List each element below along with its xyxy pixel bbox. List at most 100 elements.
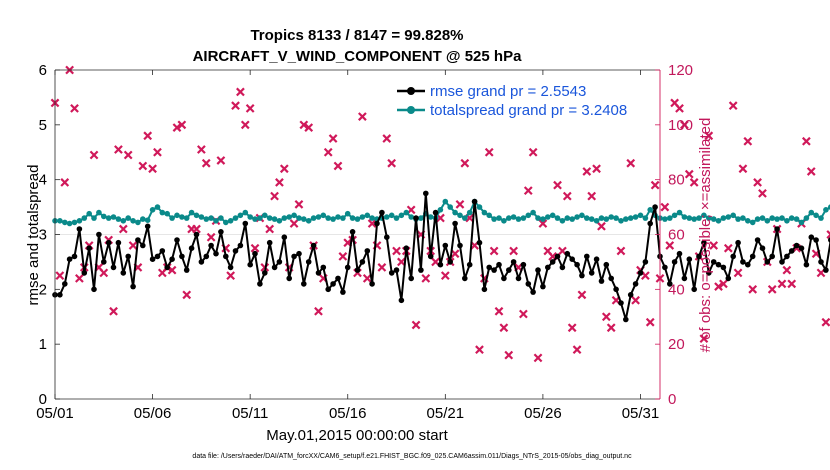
- rmse-point: [706, 270, 712, 276]
- totalspread-point: [559, 218, 566, 224]
- rmse-point: [759, 245, 766, 251]
- x-tick-label: 05/21: [427, 405, 465, 422]
- rmse-point: [637, 270, 644, 276]
- rmse-point: [476, 239, 483, 246]
- obs-point: [626, 158, 636, 168]
- obs-point: [367, 219, 377, 228]
- obs-point: [528, 147, 538, 157]
- obs-point: [421, 273, 431, 283]
- rmse-point: [652, 204, 658, 210]
- totalspread-point: [179, 214, 185, 220]
- totalspread-point: [437, 207, 444, 213]
- obs-point: [138, 161, 148, 171]
- obs-point: [294, 199, 304, 209]
- totalspread-point: [637, 212, 644, 219]
- rmse-point: [374, 220, 380, 227]
- y-tick-label-left: 4: [39, 172, 47, 189]
- totalspread-point: [115, 216, 122, 222]
- totalspread-point: [154, 204, 161, 210]
- rmse-point: [227, 264, 234, 271]
- totalspread-point: [584, 215, 590, 221]
- totalspread-point: [496, 215, 502, 221]
- obs-point: [743, 136, 753, 146]
- obs-point: [109, 306, 118, 316]
- rmse-point: [135, 237, 141, 243]
- totalspread-point: [218, 215, 224, 221]
- totalspread-point: [223, 219, 229, 226]
- rmse-point: [144, 223, 151, 230]
- rmse-point: [427, 253, 434, 260]
- obs-point: [572, 345, 582, 355]
- rmse-point: [769, 253, 775, 260]
- rmse-point: [779, 259, 785, 265]
- y-tick-label-right: 40: [668, 281, 685, 298]
- totalspread-point: [491, 216, 497, 222]
- rmse-point: [603, 261, 610, 268]
- legend-rmse-label: rmse grand pr = 2.5543: [430, 83, 586, 100]
- totalspread-point: [735, 216, 741, 222]
- rmse-point: [120, 270, 127, 276]
- rmse-point: [164, 264, 170, 271]
- totalspread-point: [701, 212, 707, 219]
- totalspread-point: [266, 215, 273, 221]
- obs-point: [826, 230, 830, 239]
- obs-point: [782, 265, 792, 275]
- totalspread-point: [174, 212, 180, 219]
- totalspread-point: [242, 209, 249, 216]
- rmse-point: [608, 275, 614, 282]
- rmse-point: [535, 267, 541, 273]
- obs-point: [333, 161, 343, 171]
- rmse-point: [379, 209, 385, 216]
- rmse-point: [242, 220, 249, 227]
- rmse-point: [457, 242, 463, 249]
- rmse-point: [486, 264, 493, 271]
- rmse-point: [623, 316, 629, 323]
- totalspread-point: [86, 210, 92, 217]
- obs-point: [509, 246, 519, 256]
- totalspread-point: [81, 215, 88, 221]
- totalspread-point: [691, 216, 697, 222]
- rmse-point: [130, 283, 136, 290]
- obs-point: [60, 178, 70, 187]
- totalspread-point: [466, 209, 473, 216]
- totalspread-point: [598, 215, 605, 221]
- totalspread-point: [667, 215, 673, 221]
- obs-point: [460, 158, 470, 168]
- rmse-point: [808, 234, 815, 240]
- totalspread-point: [754, 216, 761, 222]
- rmse-point: [174, 237, 180, 243]
- totalspread-point: [398, 212, 405, 219]
- totalspread-point: [506, 215, 512, 221]
- rmse-point: [510, 259, 517, 265]
- totalspread-point: [62, 219, 68, 226]
- totalspread-point: [237, 212, 244, 219]
- legend-totalspread-marker: [407, 106, 415, 114]
- totalspread-point: [91, 215, 97, 221]
- obs-point: [196, 145, 206, 154]
- totalspread-point: [618, 218, 624, 224]
- totalspread-point: [364, 212, 371, 219]
- totalspread-point: [71, 219, 78, 226]
- totalspread-point: [593, 218, 600, 224]
- rmse-point: [325, 286, 332, 293]
- totalspread-point: [310, 215, 317, 221]
- totalspread-point: [335, 214, 341, 220]
- totalspread-point: [427, 214, 434, 220]
- obs-point: [665, 241, 675, 250]
- totalspread-point: [144, 217, 151, 223]
- totalspread-point: [642, 215, 649, 221]
- totalspread-point: [369, 215, 375, 221]
- obs-point: [236, 87, 245, 97]
- totalspread-point: [574, 214, 580, 220]
- obs-point: [338, 252, 348, 261]
- rmse-point: [662, 264, 668, 271]
- rmse-point: [223, 253, 229, 260]
- obs-point: [777, 279, 787, 289]
- totalspread-point: [452, 209, 458, 216]
- rmse-point: [676, 250, 683, 257]
- obs-point: [323, 147, 333, 157]
- obs-point: [567, 323, 577, 333]
- totalspread-point: [135, 219, 141, 226]
- obs-point: [411, 320, 421, 330]
- rmse-point: [310, 242, 317, 249]
